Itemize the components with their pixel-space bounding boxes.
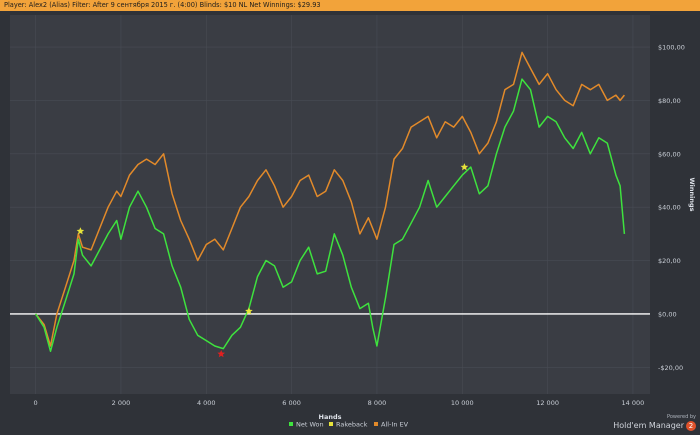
legend-label: All-In EV: [381, 421, 409, 429]
red-star-marker: [217, 350, 225, 358]
branding-badge: Powered by Hold'em Manager 2: [613, 414, 696, 431]
blinds-value: $10 NL: [223, 1, 248, 9]
powered-by-text: Powered by: [667, 414, 696, 420]
x-tick-label: 8 000: [368, 399, 387, 407]
x-axis-ticks: 0 2 000 4 000 6 000 8 000 10 000 12 000 14 000: [34, 399, 645, 407]
legend-swatch: [374, 422, 378, 426]
x-tick-label: 0: [34, 399, 38, 407]
rakeback-star-marker: [76, 227, 85, 235]
legend-label: Rakeback: [336, 421, 368, 429]
version-badge: 2: [686, 421, 696, 431]
plot-area: [10, 15, 650, 394]
legend-label: Net Won: [296, 421, 324, 429]
filter-label: Filter:: [72, 1, 91, 9]
y-tick-label: $40,00: [658, 204, 681, 212]
y-tick-label: -$20,00: [658, 364, 683, 372]
legend: Net Won Rakeback All-In EV: [289, 421, 409, 429]
net-winnings-label: Net Winnings:: [249, 1, 296, 9]
brand-name: Hold'em Manager: [613, 421, 684, 430]
x-tick-label: 4 000: [197, 399, 216, 407]
legend-swatch: [289, 422, 293, 426]
rakeback-star-marker: [245, 307, 253, 315]
y-axis-label: Winnings: [688, 177, 696, 211]
legend-swatch: [329, 422, 333, 426]
y-axis-ticks: -$20,00 $0,00 $20,00 $40,00 $60,00 $80,00 $100…: [658, 44, 685, 372]
x-tick-label: 12 000: [536, 399, 559, 407]
x-tick-label: 2 000: [112, 399, 131, 407]
x-tick-label: 6 000: [282, 399, 301, 407]
x-axis-label: Hands: [319, 413, 342, 421]
y-tick-label: $100,00: [658, 44, 685, 52]
filter-value: After 9 сентября 2015 г. (4:00): [92, 1, 198, 9]
rakeback-star-marker: [460, 163, 469, 171]
y-tick-label: $0,00: [658, 310, 677, 318]
series-line-net-won: [34, 78, 626, 353]
series-line-all-in-ev: [35, 51, 625, 347]
series-layer: [34, 51, 626, 353]
marker-layer: [76, 163, 469, 358]
player-label: Player:: [4, 1, 27, 9]
net-winnings-value: $29.93: [297, 1, 321, 9]
player-value: Alex2 (Alias): [28, 1, 71, 9]
header-bar: Player: Alex2 (Alias) Filter: After 9 се…: [0, 0, 700, 11]
y-tick-label: $60,00: [658, 150, 681, 158]
y-tick-label: $20,00: [658, 257, 681, 265]
blinds-label: Blinds:: [199, 1, 222, 9]
x-tick-label: 14 000: [622, 399, 645, 407]
x-tick-label: 10 000: [451, 399, 474, 407]
y-tick-label: $80,00: [658, 97, 681, 105]
